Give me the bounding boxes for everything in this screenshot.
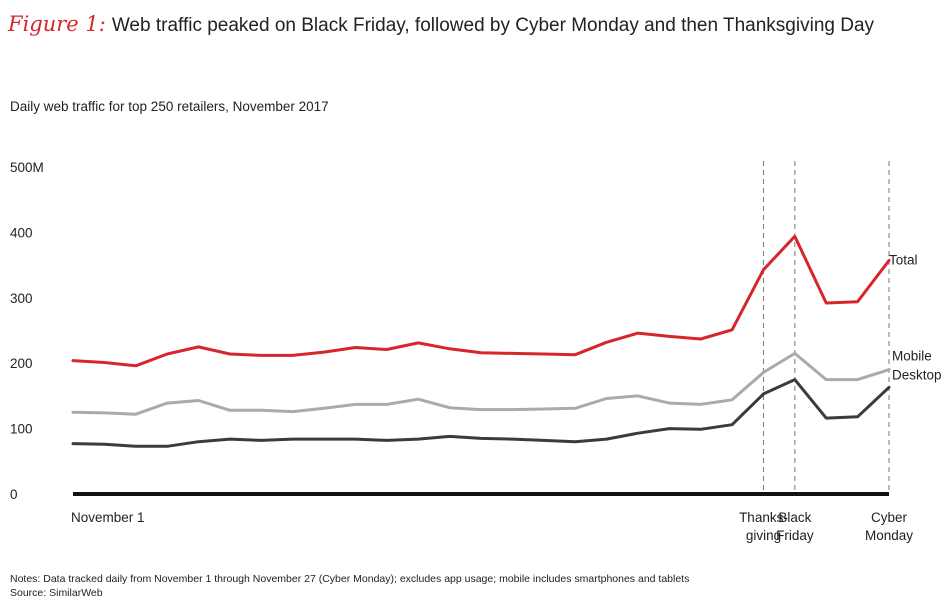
series-labels: Total Mobile Desktop — [889, 253, 942, 383]
x-annotation-label: Black — [778, 510, 811, 525]
x-annotation-label: Cyber — [871, 510, 908, 525]
series-label-total: Total — [889, 253, 918, 268]
chart-notes: Notes: Data tracked daily from November … — [10, 572, 689, 600]
source-text: Source: SimilarWeb — [10, 587, 103, 599]
y-tick-label: 100 — [10, 422, 33, 437]
x-annotation-label: giving — [746, 528, 781, 543]
y-tick-label: 0 — [10, 487, 18, 502]
series-label-desktop: Desktop — [892, 367, 942, 382]
x-annotation-label: November 1 — [71, 510, 145, 525]
series-label-mobile: Mobile — [892, 349, 932, 364]
chart-subtitle: Daily web traffic for top 250 retailers,… — [10, 99, 329, 114]
figure-title-text: Web traffic peaked on Black Friday, foll… — [111, 15, 875, 36]
series-line-total — [71, 234, 891, 368]
y-tick-label: 300 — [10, 291, 33, 306]
series-line-mobile — [71, 351, 891, 416]
line-chart: 0 100 200 300 400 500M November 1 Thanks-givin… — [10, 160, 942, 543]
x-annotation-label: Thanks- — [739, 510, 788, 525]
figure-label: Figure 1: — [8, 12, 106, 36]
y-tick-label: 500M — [10, 160, 44, 175]
x-annotation-label: Friday — [776, 528, 814, 543]
x-annotation-label: Monday — [865, 528, 913, 543]
series-line-desktop — [71, 378, 891, 448]
series-lines — [71, 234, 891, 448]
x-axis-annotations: November 1 Thanks-giving Black Friday Cyber M… — [71, 510, 913, 543]
figure-title: Figure 1: Web traffic peaked on Black Fri… — [8, 12, 874, 37]
event-lines — [762, 161, 890, 493]
notes-text: Notes: Data tracked daily from November … — [10, 573, 690, 585]
y-axis-ticks: 0 100 200 300 400 500M — [10, 160, 44, 502]
y-tick-label: 400 — [10, 225, 33, 240]
y-tick-label: 200 — [10, 356, 33, 371]
